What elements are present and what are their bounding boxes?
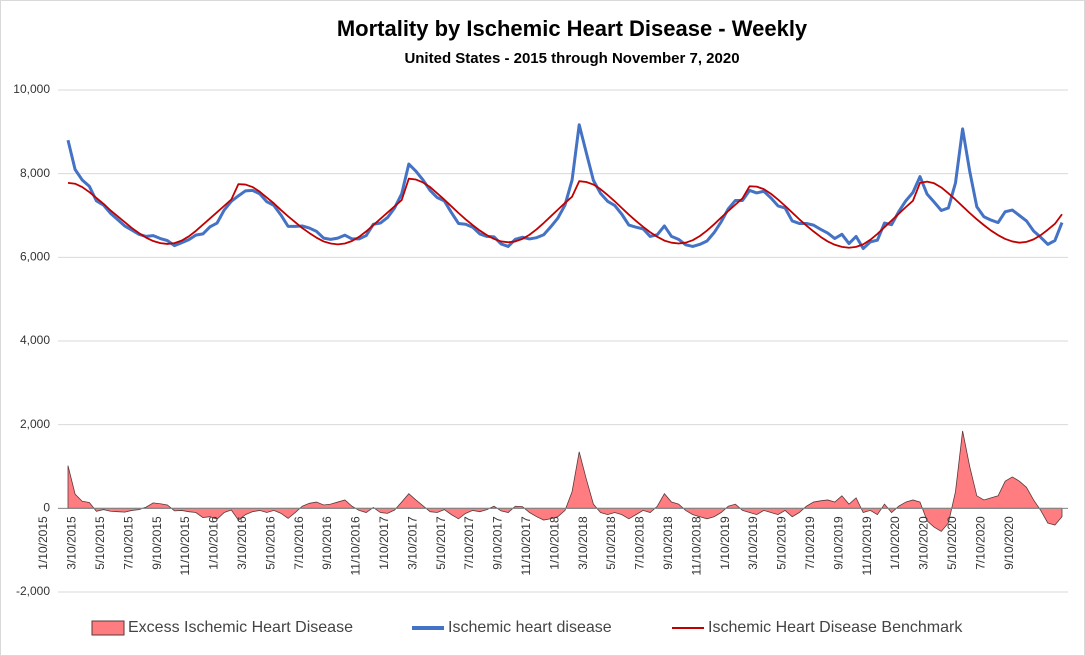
x-tick-label: 5/10/2018	[604, 516, 618, 570]
x-tick-label: 9/10/2018	[661, 516, 675, 570]
y-tick-label: 0	[43, 501, 50, 515]
y-tick-label: 10,000	[13, 82, 50, 96]
excess-area	[67, 430, 1063, 532]
legend-label: Ischemic heart disease	[448, 619, 612, 636]
chart-subtitle: United States - 2015 through November 7,…	[404, 50, 739, 67]
x-tick-label: 11/10/2018	[689, 516, 703, 575]
x-tick-label: 3/10/2015	[65, 516, 79, 570]
x-tick-label: 5/10/2017	[434, 516, 448, 570]
x-tick-label: 5/10/2019	[775, 516, 789, 570]
legend-swatch	[91, 620, 125, 636]
series-line	[67, 177, 1063, 249]
x-tick-label: 1/10/2020	[888, 516, 902, 570]
x-tick-label: 9/10/2019	[831, 516, 845, 570]
x-tick-label: 11/10/2019	[860, 516, 874, 575]
x-tick-label: 11/10/2015	[178, 516, 192, 575]
x-tick-label: 9/10/2020	[1002, 516, 1016, 570]
x-tick-label: 1/10/2018	[547, 516, 561, 570]
legend-label: Excess Ischemic Heart Disease	[128, 619, 353, 636]
x-tick-label: 5/10/2016	[263, 516, 277, 570]
x-tick-label: 9/10/2015	[150, 516, 164, 570]
y-tick-label: 4,000	[20, 333, 50, 347]
x-tick-label: 9/10/2016	[320, 516, 334, 570]
x-tick-label: 1/10/2017	[377, 516, 391, 570]
x-tick-label: 7/10/2015	[121, 516, 135, 570]
x-tick-label: 7/10/2017	[462, 516, 476, 570]
x-tick-label: 9/10/2017	[491, 516, 505, 570]
x-tick-label: 7/10/2020	[973, 516, 987, 570]
x-tick-label: 11/10/2017	[519, 516, 533, 575]
x-tick-label: 3/10/2017	[405, 516, 419, 570]
x-tick-label: 5/10/2020	[945, 516, 959, 570]
x-tick-label: 1/10/2015	[36, 516, 50, 570]
y-tick-label: 6,000	[20, 250, 50, 264]
x-tick-label: 11/10/2016	[349, 516, 363, 575]
legend-label: Ischemic Heart Disease Benchmark	[708, 619, 963, 636]
x-tick-label: 7/10/2018	[633, 516, 647, 570]
y-tick-label: 2,000	[20, 417, 50, 431]
y-tick-label: -2,000	[16, 584, 50, 598]
x-tick-label: 3/10/2016	[235, 516, 249, 570]
x-tick-label: 3/10/2019	[746, 516, 760, 570]
x-tick-label: 3/10/2020	[917, 516, 931, 570]
x-tick-label: 1/10/2016	[207, 516, 221, 570]
y-tick-label: 8,000	[20, 166, 50, 180]
x-tick-label: 3/10/2018	[576, 516, 590, 570]
chart-title: Mortality by Ischemic Heart Disease - We…	[337, 16, 808, 41]
x-tick-label: 5/10/2015	[93, 516, 107, 570]
x-tick-label: 7/10/2019	[803, 516, 817, 570]
x-tick-label: 7/10/2016	[292, 516, 306, 570]
x-tick-label: 1/10/2019	[718, 516, 732, 570]
